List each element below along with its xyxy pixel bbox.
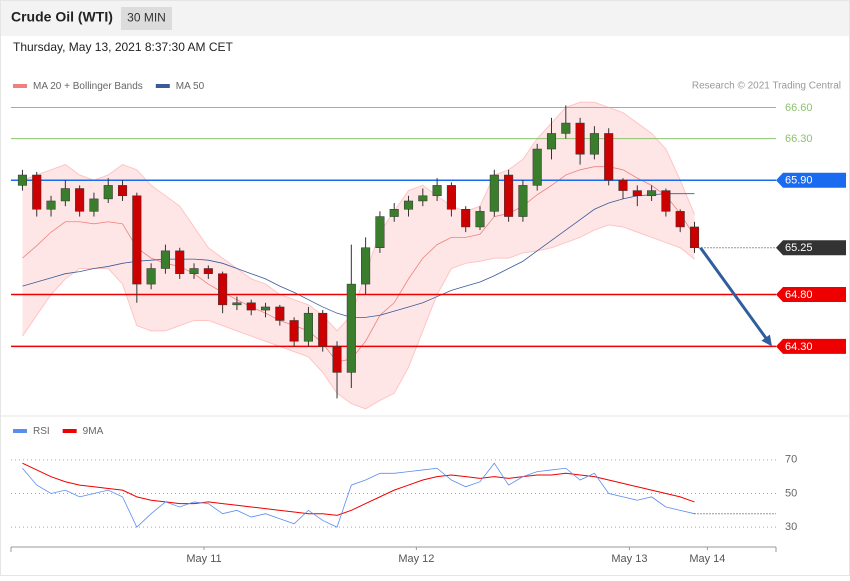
candle-body (618, 179, 628, 191)
legend-swatch (13, 429, 27, 433)
candle-body (561, 122, 571, 134)
level-label: 66.60 (785, 102, 813, 114)
candle-body (461, 209, 471, 228)
candle-body (160, 250, 170, 269)
legend-label: MA 20 + Bollinger Bands (33, 81, 143, 92)
level-label: 65.90 (785, 175, 813, 187)
candle-body (146, 268, 156, 285)
candle-body (260, 306, 271, 311)
candle-body (575, 122, 585, 155)
candle-body (346, 283, 356, 373)
rsi-tick-label: 70 (785, 454, 797, 466)
candle-body (432, 185, 442, 197)
candle-body (504, 174, 514, 217)
candle-body (303, 312, 313, 342)
candle-body (518, 185, 528, 217)
legend-swatch (13, 84, 27, 88)
level-label: 65.25 (785, 242, 813, 254)
legend-label: 9MA (83, 426, 104, 437)
interval[interactable]: 30 MIN (127, 11, 166, 25)
candle-body (661, 190, 671, 212)
forecast-arrow-head (761, 334, 772, 347)
candle-body (132, 195, 142, 285)
candle-body (589, 133, 599, 155)
candle-body (546, 133, 557, 150)
candle-body (418, 195, 428, 202)
candle-body (246, 302, 256, 311)
rsi-line (22, 462, 695, 528)
level-label: 64.80 (785, 289, 813, 301)
rsi-tick-label: 50 (785, 487, 797, 499)
forecast-arrow (699, 246, 769, 341)
candle-body (689, 226, 700, 248)
subtitle: Thursday, May 13, 2021 8:37:30 AM CET (13, 40, 234, 54)
candle-body (89, 198, 99, 212)
level-label-box (776, 240, 846, 256)
candle-body (32, 174, 42, 210)
x-tick-label: May 12 (398, 553, 434, 565)
chart-title: Crude Oil (WTI) (11, 9, 113, 25)
rsi-tick-label: 30 (785, 521, 797, 533)
legend-label: MA 50 (176, 81, 205, 92)
legend-swatch (62, 429, 77, 433)
candle-body (361, 247, 371, 285)
x-tick-label: May 13 (611, 553, 647, 565)
candle-body (103, 185, 113, 200)
candle-body (489, 174, 499, 212)
candle-body (218, 273, 228, 306)
level-label-box (776, 338, 846, 354)
candle-body (232, 302, 242, 306)
candle-body (189, 268, 199, 274)
candle-body (289, 320, 299, 342)
candle-body (46, 200, 56, 210)
candle-body (403, 200, 414, 210)
bollinger-band (22, 102, 695, 409)
candle-body (446, 185, 456, 210)
x-tick-label: May 11 (186, 553, 221, 565)
legend-label: RSI (33, 426, 50, 437)
candle-body (375, 216, 385, 248)
level-label: 64.30 (785, 341, 813, 353)
candle-body (318, 312, 328, 347)
band-lower (22, 224, 695, 410)
credit: Research © 2021 Trading Central (692, 81, 841, 92)
candle-body (604, 133, 614, 181)
level-label: 66.30 (785, 133, 813, 145)
candle-body (17, 174, 27, 186)
candle-body (203, 268, 213, 274)
legend-swatch (155, 84, 170, 88)
candle-body (675, 211, 685, 228)
candle-body (475, 211, 485, 228)
candle-body (632, 190, 642, 197)
x-tick-label: May 14 (689, 553, 725, 565)
level-label-box (776, 172, 846, 188)
candle-body (647, 190, 657, 197)
interval-badge[interactable] (121, 7, 172, 30)
candle-body (75, 188, 85, 212)
candle-body (117, 185, 128, 197)
candle-body (532, 148, 542, 186)
candle-body (175, 250, 185, 274)
candle-body (275, 306, 285, 321)
candle-body (389, 209, 399, 217)
candle-body (332, 346, 342, 373)
level-label-box (776, 286, 846, 302)
rsi-ma9-line (22, 462, 695, 516)
candle-body (60, 188, 70, 202)
